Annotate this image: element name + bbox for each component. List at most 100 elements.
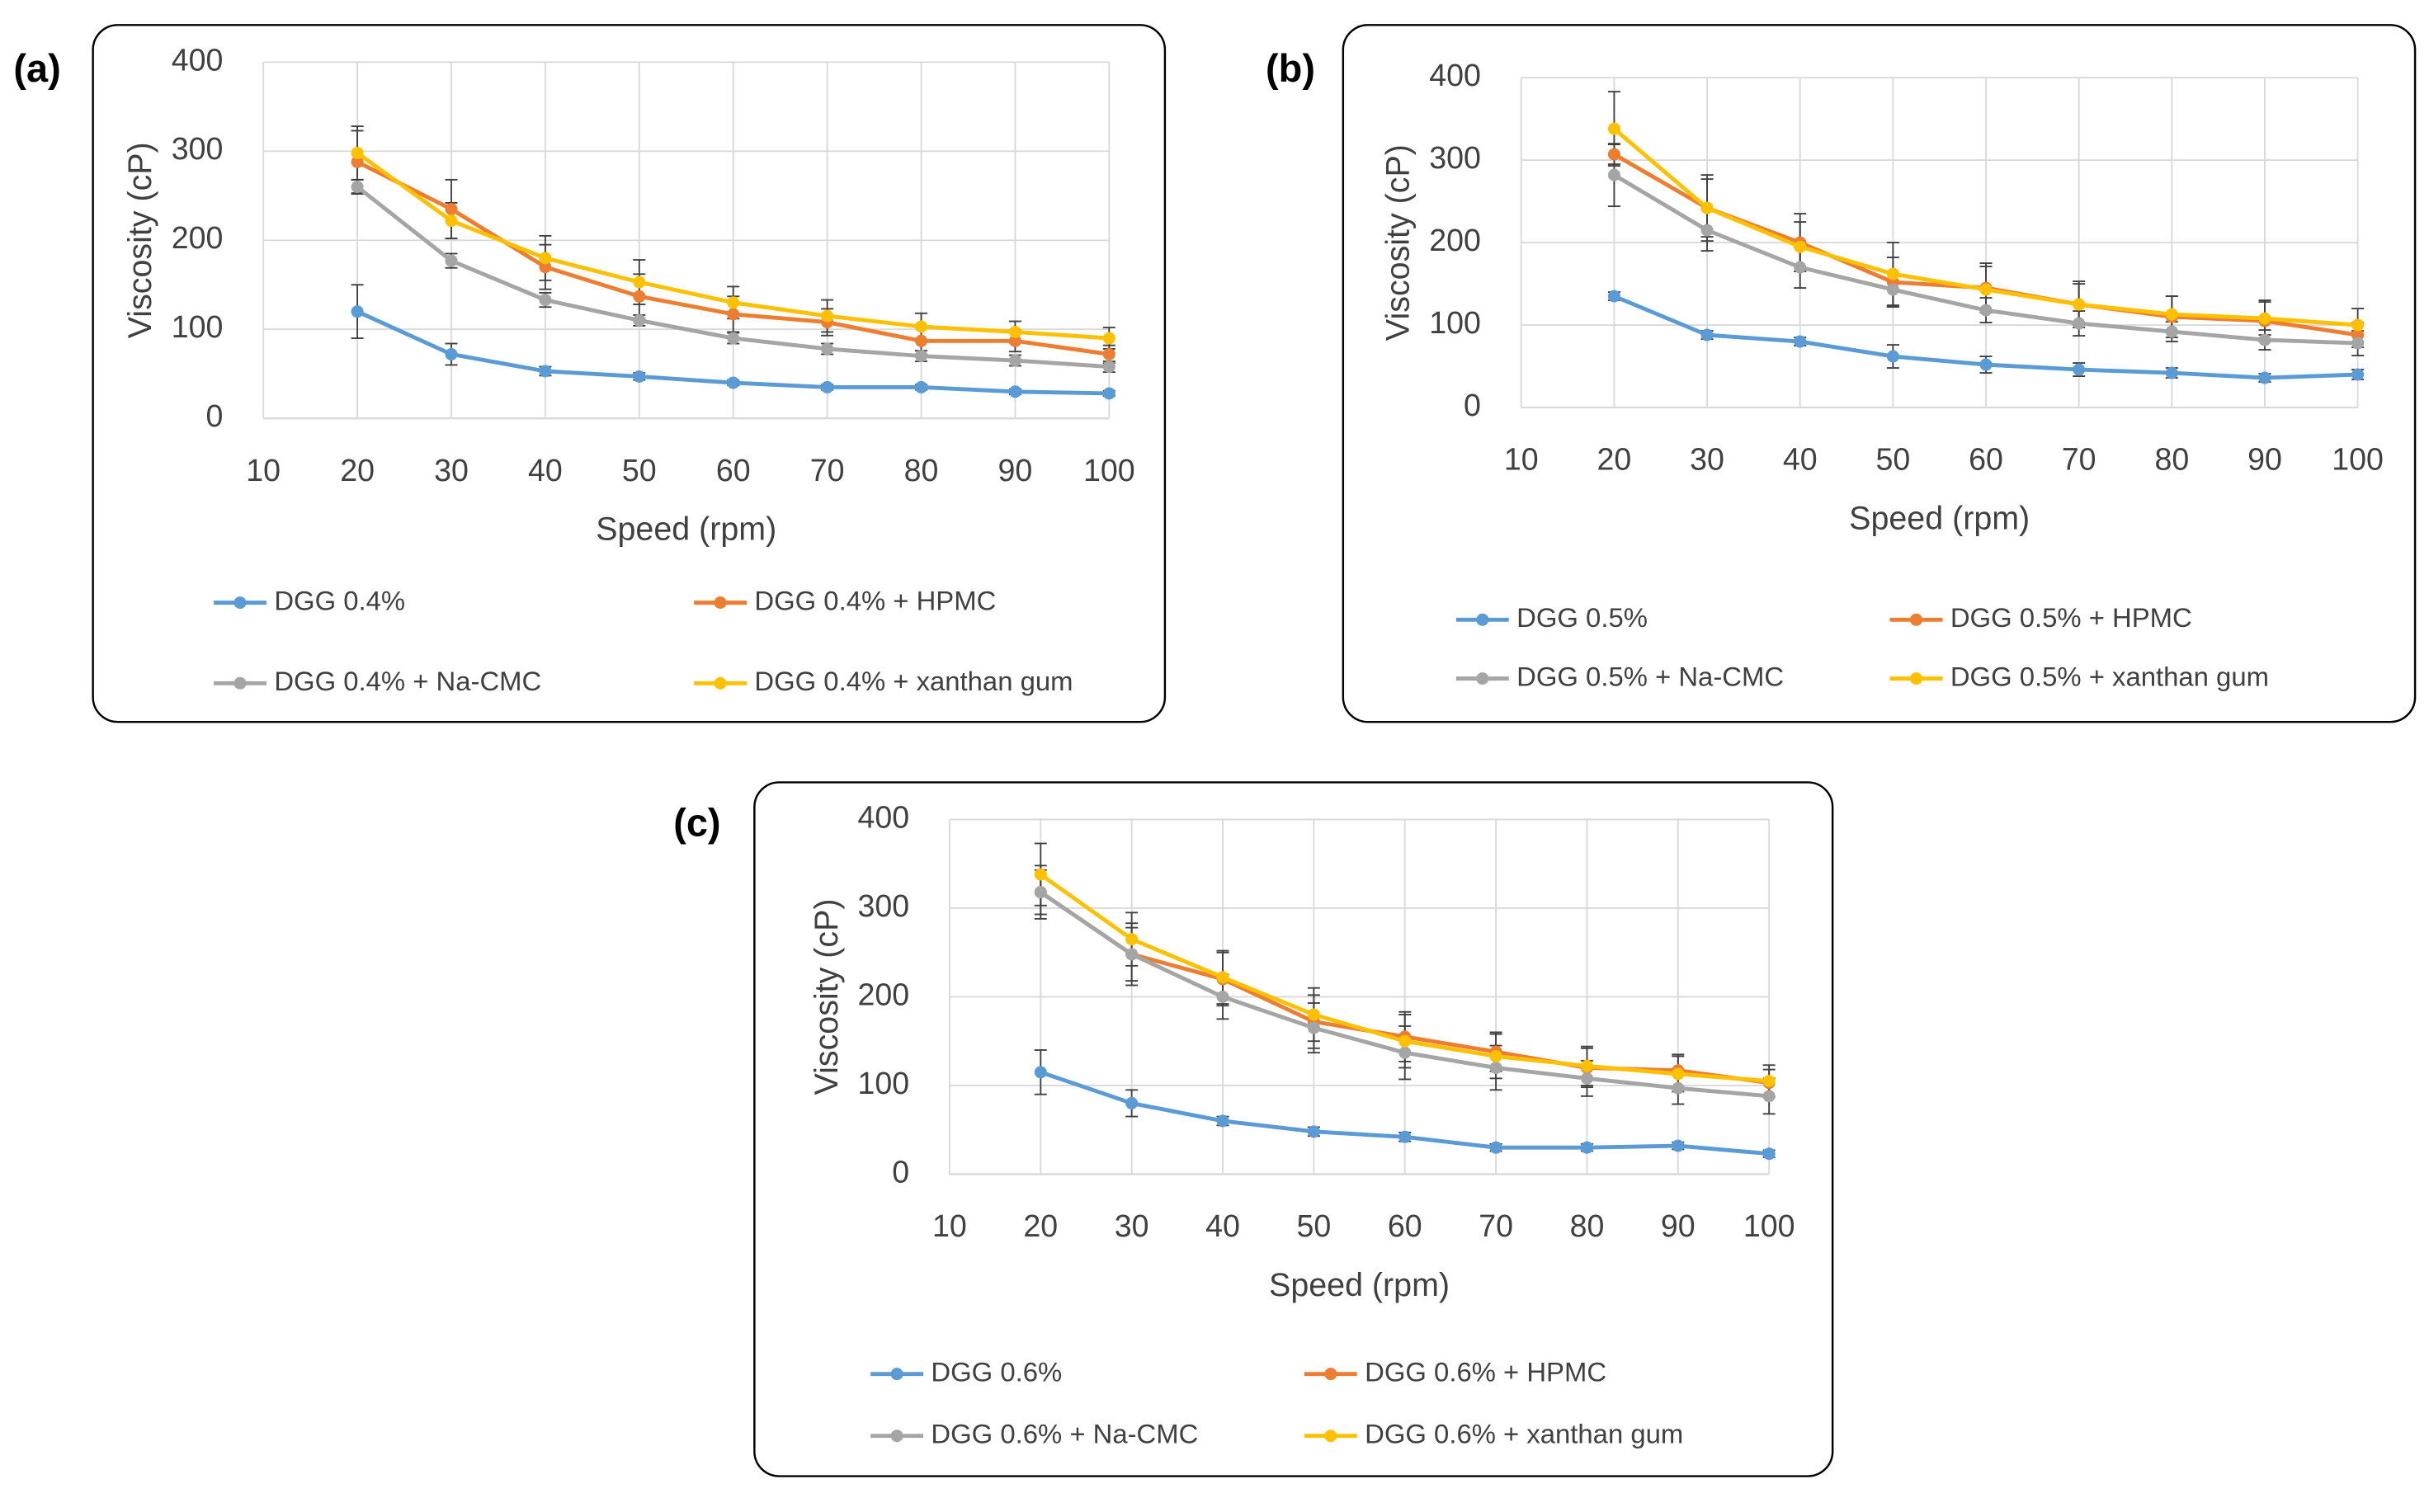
legend-label: DGG 0.4% + Na-CMC [274,666,541,696]
y-tick-label: 200 [172,220,224,255]
legend-label: DGG 0.6% + Na-CMC [931,1418,1198,1448]
x-tick-label: 20 [1597,442,1632,477]
legend-label: DGG 0.4% + xanthan gum [754,666,1073,696]
data-point [727,308,740,321]
y-tick-label: 300 [857,888,909,923]
data-point [2258,312,2271,325]
data-point [1886,267,1899,280]
data-point [1008,354,1021,367]
legend-label: DGG 0.6% [931,1356,1062,1387]
data-point [539,294,552,307]
data-point [2073,363,2086,376]
x-tick-label: 70 [1479,1208,1513,1243]
y-tick-label: 100 [1429,305,1481,340]
legend-marker [890,1368,903,1381]
data-point [351,155,364,168]
data-point [1398,1130,1412,1143]
data-point [1008,385,1021,398]
legend-marker [714,676,727,690]
legend-label: DGG 0.6% + xanthan gum [1365,1418,1683,1448]
x-tick-label: 90 [1661,1208,1696,1243]
x-tick-label: 40 [1205,1208,1240,1243]
x-tick-label: 20 [340,453,375,488]
data-point [1580,1072,1593,1085]
x-tick-label: 60 [1969,442,2003,477]
legend-marker [1910,613,1923,626]
x-tick-label: 10 [932,1208,967,1243]
legend-marker [1476,672,1489,685]
data-point [727,376,740,389]
legend-marker [1324,1430,1337,1443]
x-tick-label: 10 [246,453,281,488]
data-point [1794,261,1807,274]
data-point [1489,1049,1502,1062]
data-point [821,309,834,323]
data-point [1762,1090,1776,1103]
x-tick-label: 60 [716,453,751,488]
data-point [1794,335,1807,348]
data-point [445,202,458,215]
data-point [1700,201,1714,214]
x-tick-label: 20 [1023,1208,1058,1243]
legend-marker [714,596,727,610]
data-point [1607,122,1620,135]
data-point [2073,298,2086,311]
legend-label: DGG 0.4% + HPMC [754,585,996,615]
x-tick-label: 40 [1783,442,1818,477]
x-tick-label: 40 [528,453,563,488]
data-point [539,261,552,274]
data-point [1125,1096,1139,1109]
data-point [1008,325,1021,338]
data-point [1794,240,1807,253]
data-point [1672,1139,1685,1152]
y-tick-label: 0 [1464,388,1481,422]
data-point [539,365,552,378]
data-point [821,342,834,356]
data-point [1008,334,1021,347]
legend-marker [1324,1368,1337,1381]
data-point [445,254,458,267]
data-point [1216,1114,1229,1128]
data-point [1979,304,1993,317]
x-tick-label: 100 [1083,453,1135,488]
y-tick-label: 100 [857,1066,909,1100]
y-tick-label: 400 [172,42,224,77]
data-point [1216,990,1229,1003]
y-tick-label: 300 [1429,140,1481,175]
data-point [1125,933,1139,946]
data-point [727,296,740,309]
x-tick-label: 80 [2154,442,2189,477]
data-point [2258,371,2271,384]
data-point [1580,1059,1593,1072]
y-axis-label: Viscosity (cP) [809,898,845,1095]
legend-marker [890,1430,903,1443]
data-point [1489,1061,1502,1074]
x-axis-label: Speed (rpm) [596,511,776,548]
data-point [2165,325,2178,338]
data-point [1672,1081,1685,1095]
data-point [1125,948,1139,961]
data-point [1607,290,1620,303]
x-tick-label: 30 [434,453,469,488]
legend-label: DGG 0.5% [1516,602,1648,633]
x-tick-label: 80 [904,453,939,488]
x-axis-label: Speed (rpm) [1849,501,2030,537]
data-point [633,370,646,383]
data-point [2258,333,2271,346]
data-point [1979,283,1993,296]
y-tick-label: 400 [857,799,909,834]
data-point [351,305,364,318]
data-point [633,290,646,303]
data-point [1762,1075,1776,1088]
data-point [445,214,458,228]
data-point [2165,308,2178,321]
data-point [2165,366,2178,379]
x-tick-label: 50 [1296,1208,1331,1243]
data-point [1762,1147,1776,1161]
legend-marker [1910,672,1923,685]
data-point [2351,337,2365,350]
data-point [1034,1066,1047,1079]
y-tick-label: 400 [1429,58,1481,92]
y-tick-label: 100 [172,309,224,344]
